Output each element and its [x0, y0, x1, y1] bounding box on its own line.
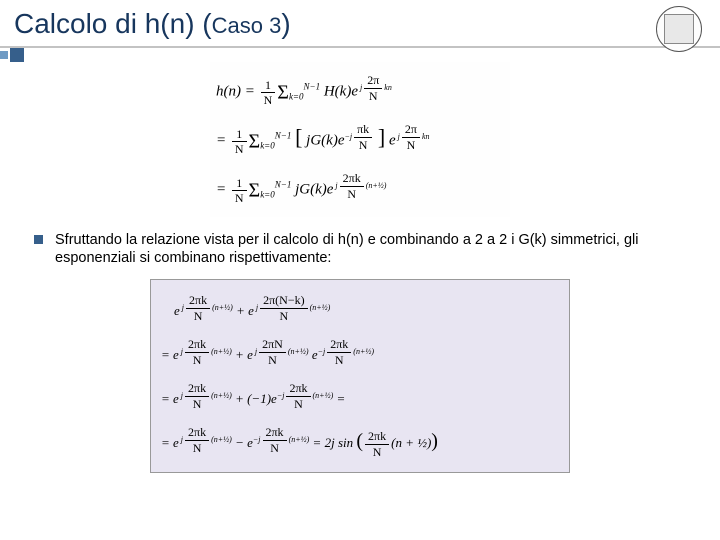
title-underline	[0, 46, 720, 48]
bullet-text: Sfruttando la relazione vista per il cal…	[55, 231, 690, 267]
title-sub: Caso 3	[212, 13, 282, 38]
eq2-line2: = e j2πkN(n+½) + e j2πNN(n+½) e−j2πkN(n+…	[161, 337, 559, 367]
eq1-line2: = 1NΣk=0N−1 [ jG(k)e−jπkN ] e j2πNkn	[216, 122, 504, 156]
decor-sq-small	[0, 51, 8, 59]
decor-sq-big	[10, 48, 24, 62]
eq2-line3: = e j2πkN(n+½) + (−1)e−j2πkN(n+½) =	[161, 381, 559, 411]
bullet-square-icon	[34, 235, 43, 244]
eq2-line1: e j2πkN(n+½) + e j2π(N−k)N(n+½)	[161, 293, 559, 323]
title-main: Calcolo di h(n) (	[14, 8, 212, 39]
bullet-item: Sfruttando la relazione vista per il cal…	[0, 225, 720, 273]
eq1-line3: = 1NΣk=0N−1 jG(k)e j2πkN(n+½)	[216, 171, 504, 205]
seal-inner-icon	[664, 14, 694, 44]
eq2-line4: = e j2πkN(n+½) − e−j2πkN(n+½) = 2j sin (…	[161, 425, 559, 459]
slide-title-bar: Calcolo di h(n) (Caso 3)	[0, 0, 720, 44]
slide-title: Calcolo di h(n) (Caso 3)	[14, 8, 291, 40]
title-close: )	[281, 8, 290, 39]
equation-block-hn: h(n) = 1NΣk=0N−1 H(k)e j2πNkn = 1NΣk=0N−…	[210, 62, 510, 217]
university-seal-icon	[656, 6, 702, 52]
equation-block-exp: e j2πkN(n+½) + e j2π(N−k)N(n+½) = e j2πk…	[150, 279, 570, 473]
eq1-line1: h(n) = 1NΣk=0N−1 H(k)e j2πNkn	[216, 73, 504, 107]
decor-squares-icon	[0, 48, 24, 62]
